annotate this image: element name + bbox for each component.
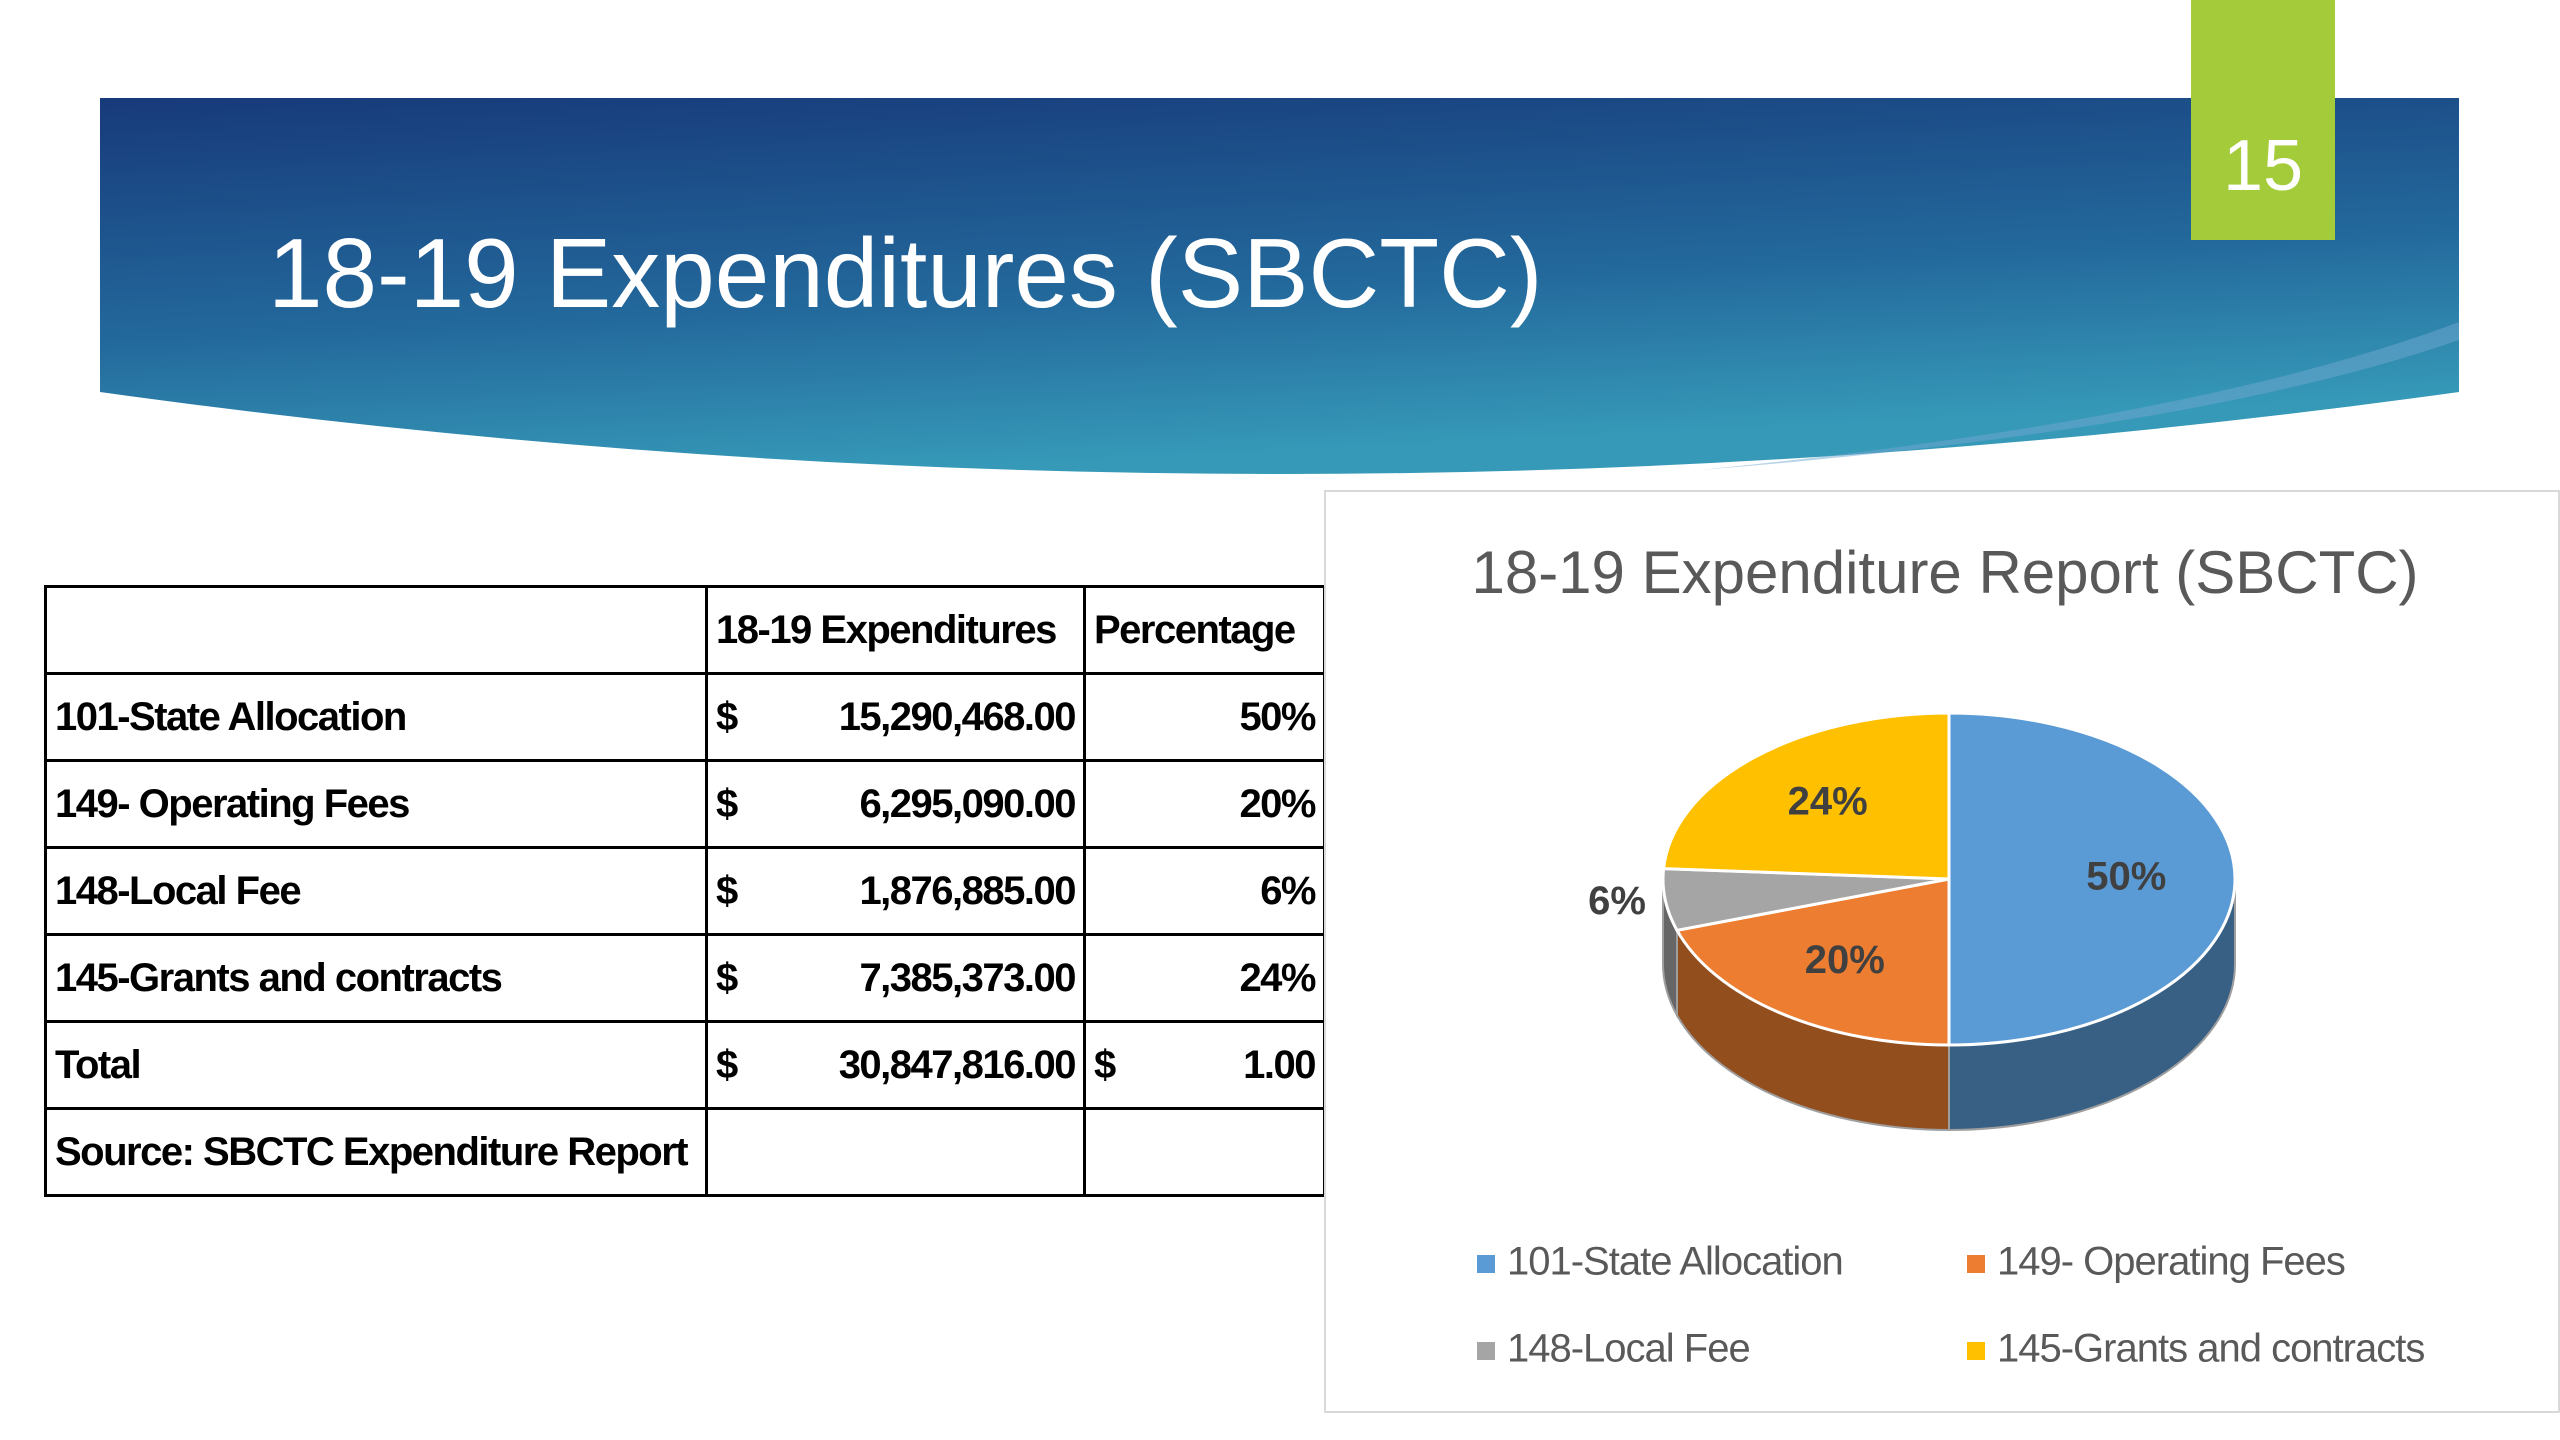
header-cell	[44, 585, 708, 675]
data-label: 24%	[1788, 780, 1868, 824]
empty-cell	[1083, 1107, 1326, 1197]
header-cell: 18-19 Expenditures	[705, 585, 1086, 675]
slide-number: 15	[2223, 126, 2303, 206]
label-cell: 148-Local Fee	[44, 846, 708, 936]
amount-wrap: $30,847,816.00	[716, 1042, 1077, 1088]
data-row: 148-Local Fee $1,876,885.00 6%	[44, 846, 1326, 936]
slide-number-box	[2191, 0, 2335, 240]
amount-wrap: $6,295,090.00	[716, 781, 1076, 827]
amount: 7,385,373.00	[859, 955, 1076, 1000]
percent-cell: 20%	[1083, 759, 1326, 849]
percent: 1.00	[1243, 1042, 1316, 1087]
amount: 6,295,090.00	[859, 781, 1076, 826]
pie-slice	[1661, 711, 1951, 881]
percent-cell: $1.00	[1083, 1020, 1326, 1110]
amount-cell: $1,876,885.00	[705, 846, 1086, 936]
amount-wrap: $7,385,373.00	[716, 955, 1076, 1001]
header-cell: Percentage	[1083, 585, 1326, 675]
data-row: 145-Grants and contracts $7,385,373.00 24%	[44, 933, 1326, 1023]
amount-cell: $6,295,090.00	[705, 759, 1086, 849]
slide-title: 18-19 Expenditures (SBCTC)	[268, 218, 1543, 328]
currency: $	[1094, 1042, 1116, 1087]
data-row: 149- Operating Fees $6,295,090.00 20%	[44, 759, 1326, 849]
legend-swatch	[1967, 1255, 1985, 1273]
header-row: 18-19 Expenditures Percentage	[44, 585, 1326, 675]
percent: 50%	[1239, 694, 1316, 739]
currency: $	[716, 781, 738, 826]
empty-cell	[705, 1107, 1086, 1197]
amount: 30,847,816.00	[838, 1042, 1077, 1087]
amount-wrap: $1,876,885.00	[716, 868, 1076, 914]
currency: $	[716, 868, 738, 913]
chart: 18-19 Expenditure Report (SBCTC) 50% 20% 6…	[1471, 539, 2425, 1371]
legend-label: 101-State Allocation	[1507, 1240, 1843, 1284]
source-cell: Source: SBCTC Expenditure Report	[44, 1107, 708, 1197]
percent: 24%	[1239, 955, 1316, 1000]
table-body: 18-19 Expenditures Percentage 101-State …	[44, 585, 1326, 1197]
amount: 1,876,885.00	[859, 868, 1076, 913]
data-label: 50%	[2086, 855, 2166, 899]
expenditure-table: 18-19 Expenditures Percentage 101-State …	[44, 585, 1326, 1197]
label-cell: 145-Grants and contracts	[44, 933, 708, 1023]
data-label: 6%	[1588, 879, 1646, 923]
legend-swatch	[1967, 1342, 1985, 1360]
chart-panel: 18-19 Expenditure Report (SBCTC) 50% 20% 6…	[1324, 490, 2560, 1413]
legend-swatch	[1477, 1342, 1495, 1360]
legend-swatch	[1477, 1255, 1495, 1273]
amount-cell: $15,290,468.00	[705, 672, 1086, 762]
legend-label: 149- Operating Fees	[1997, 1240, 2345, 1284]
legend-label: 145-Grants and contracts	[1997, 1327, 2424, 1371]
currency: $	[716, 955, 738, 1000]
data-label: 20%	[1805, 938, 1885, 982]
percent-cell: 6%	[1083, 846, 1326, 936]
pie-slice	[1947, 711, 2237, 1047]
header-band	[100, 98, 2459, 474]
chart-title: 18-19 Expenditure Report (SBCTC)	[1471, 539, 2418, 606]
pie-slice	[1674, 877, 1951, 1047]
percent-cell: 24%	[1083, 933, 1326, 1023]
total-row: Total $30,847,816.00 $1.00	[44, 1020, 1326, 1110]
percent: 6%	[1260, 868, 1316, 913]
amount-cell: $30,847,816.00	[705, 1020, 1086, 1110]
legend-label: 148-Local Fee	[1507, 1327, 1750, 1371]
label-cell: 149- Operating Fees	[44, 759, 708, 849]
percent-wrap: $1.00	[1094, 1042, 1316, 1088]
amount: 15,290,468.00	[838, 694, 1077, 739]
label-cell: 101-State Allocation	[44, 672, 708, 762]
label-cell: Total	[44, 1020, 708, 1110]
source-row: Source: SBCTC Expenditure Report	[44, 1107, 1326, 1197]
amount-cell: $7,385,373.00	[705, 933, 1086, 1023]
amount-wrap: $15,290,468.00	[716, 694, 1077, 740]
percent-cell: 50%	[1083, 672, 1326, 762]
currency: $	[716, 1042, 738, 1087]
currency: $	[716, 694, 738, 739]
data-row: 101-State Allocation $15,290,468.00 50%	[44, 672, 1326, 762]
percent: 20%	[1239, 781, 1316, 826]
